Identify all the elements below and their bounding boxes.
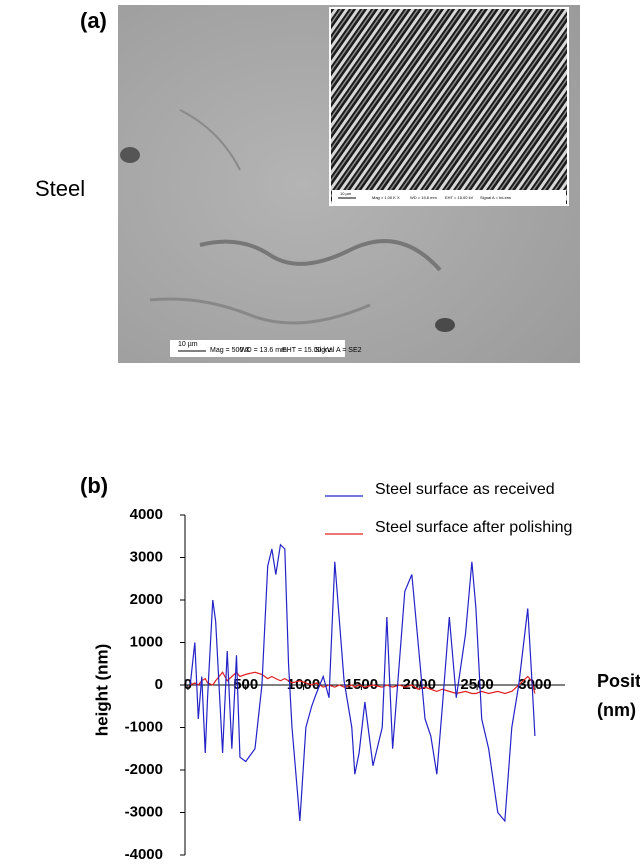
inset-scale-info: Signal A = InLens — [480, 195, 511, 200]
y-tick-label: -1000 — [125, 718, 163, 735]
y-tick-label: 4000 — [130, 506, 163, 523]
x-tick-label: 3000 — [518, 676, 551, 693]
legend-label: Steel surface after polishing — [375, 519, 572, 536]
y-axis-title: height (nm) — [92, 644, 111, 737]
x-tick-label: 2000 — [403, 676, 436, 693]
x-axis-title: Position — [597, 671, 640, 691]
y-tick-label: -3000 — [125, 803, 163, 820]
panel-label: (b) — [80, 473, 108, 498]
inset-scale-info: EHT = 15.00 kV — [445, 195, 474, 200]
x-tick-label: 1000 — [287, 676, 320, 693]
y-tick-label: 3000 — [130, 548, 163, 565]
y-tick-label: -2000 — [125, 761, 163, 778]
legend-label: Steel surface as received — [375, 481, 555, 498]
y-tick-label: 1000 — [130, 633, 163, 650]
y-tick-label: 2000 — [130, 591, 163, 608]
panel-label: (a) — [80, 8, 107, 33]
inset-scale-info: WD = 19.6 mm — [410, 195, 437, 200]
figure: (a) Steel 10 µm Mag = 500 X WD = 13.6 mm… — [0, 0, 640, 865]
material-label: Steel — [35, 176, 85, 201]
sem-inset: 10 µm Mag = 1.00 K X WD = 19.6 mm EHT = … — [330, 8, 568, 205]
scale-info: Signal A = SE2 — [315, 347, 362, 354]
scale-info: WD = 13.6 mm — [240, 347, 287, 354]
x-axis-title: (nm) — [597, 700, 636, 720]
scale-label: 10 µm — [178, 341, 198, 348]
inset-scale-label: 10 µm — [340, 191, 352, 196]
y-tick-label: -4000 — [125, 846, 163, 863]
y-tick-label: 0 — [155, 676, 163, 693]
inset-scale-info: Mag = 1.00 K X — [372, 195, 400, 200]
page: {"panel_a": {"label": "(a)", "material":… — [0, 0, 640, 865]
x-tick-label: 2500 — [460, 676, 493, 693]
